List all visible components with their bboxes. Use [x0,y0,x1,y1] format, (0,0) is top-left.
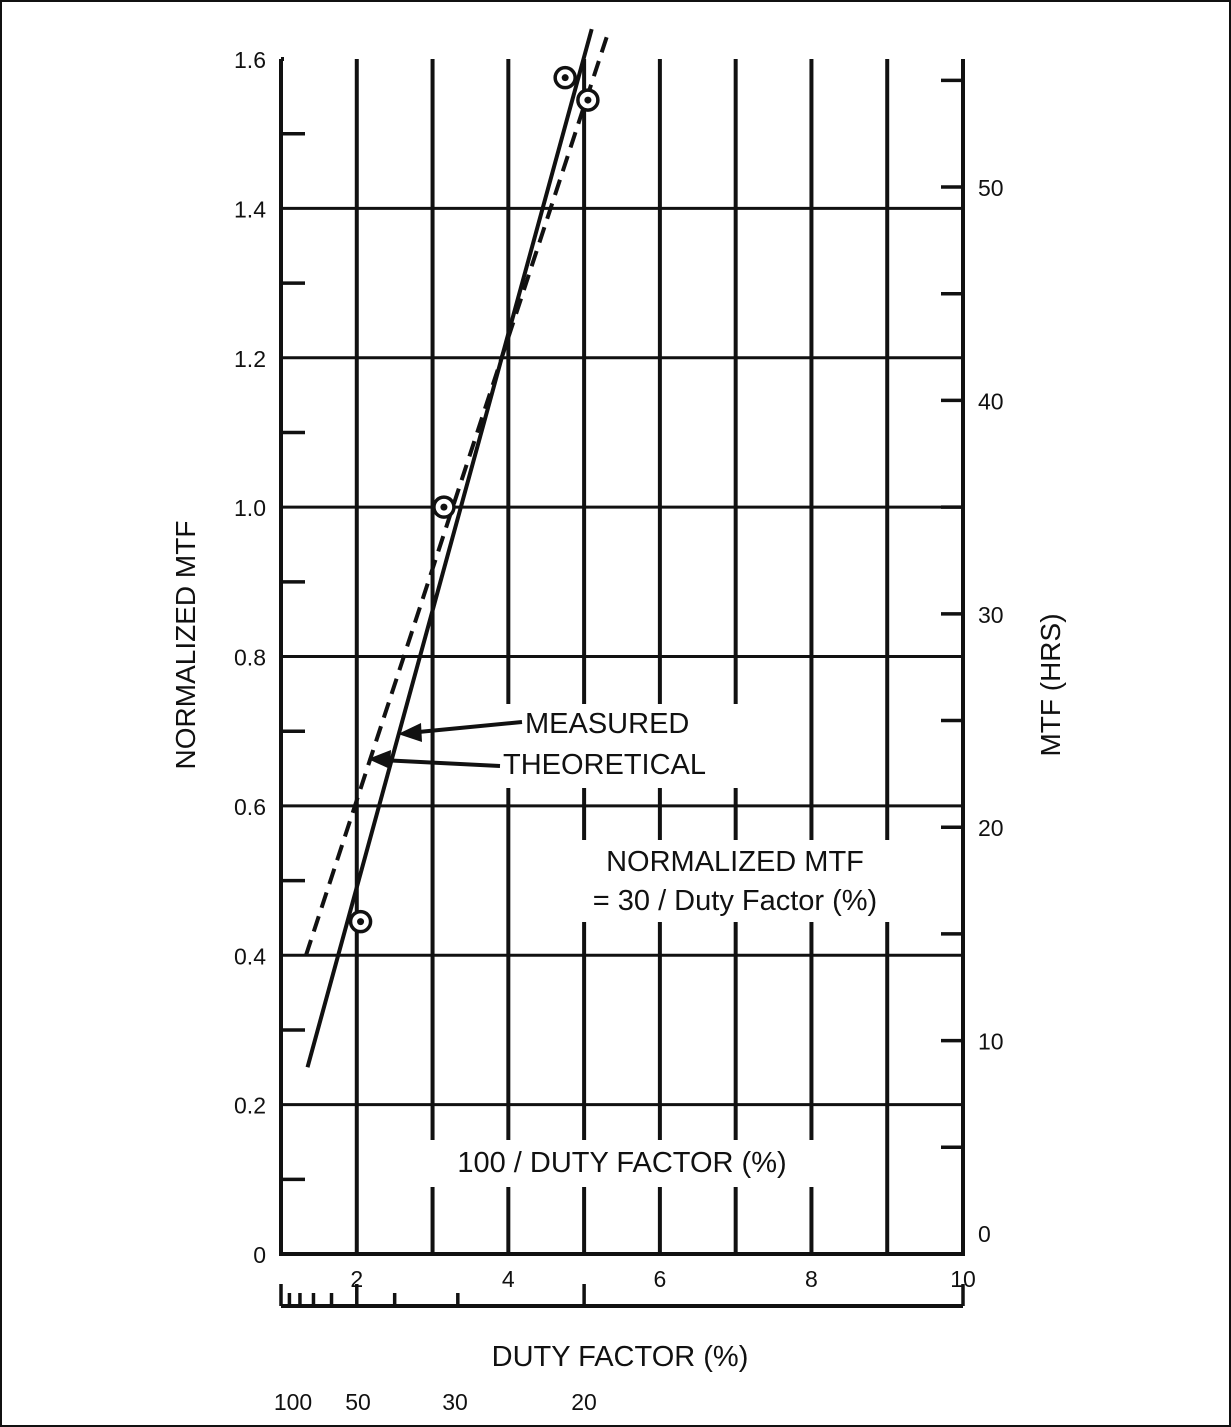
y-right-tick-label: 20 [978,815,1004,841]
y-left-tick-label: 0 [253,1242,266,1268]
y-left-tick-label: 1.0 [234,495,266,521]
data-point-center [440,503,448,511]
x-tick-label: 10 [950,1266,976,1292]
y-right-tick-label: 30 [978,602,1004,628]
data-point-center [357,918,365,926]
y-right-tick-label: 10 [978,1029,1004,1055]
secondary-x-axis-title: DUTY FACTOR (%) [492,1341,749,1373]
y-left-tick-label: 1.4 [234,196,266,222]
data-point-center [584,96,592,104]
axes [279,57,965,1308]
y-left-tick-label: 0.8 [234,645,266,671]
series-line-theoretical [304,35,609,956]
x-tick-label: 6 [653,1266,666,1292]
y-right-tick-label: 0 [978,1221,991,1247]
legend-measured-leader [407,720,523,735]
data-point-center [561,74,569,82]
annotation-line-2: = 30 / Duty Factor (%) [593,885,877,917]
y-left-tick-label: 1.6 [234,47,266,73]
y-right-axis-title: MTF (HRS) [1035,613,1066,756]
y-right-tick-label: 50 [978,175,1004,201]
legend-measured: MEASURED [398,708,689,742]
annotation-line-1: NORMALIZED MTF [606,846,864,878]
x-axis-title: 100 / DUTY FACTOR (%) [457,1147,786,1179]
y-left-tick-label: 1.2 [234,346,266,372]
y-left-tick-label: 0.6 [234,794,266,820]
legend-theoretical-arrowhead [368,750,391,769]
tick-marks [279,78,965,1306]
x-tick-label: 8 [805,1266,818,1292]
legend-theoretical: THEORETICAL [368,749,706,781]
label-background [540,840,930,922]
legend-measured-arrowhead [398,723,422,742]
legend-theoretical-leader [379,758,501,768]
secondary-x-tick-label: 30 [442,1389,468,1415]
legend-theoretical-label: THEORETICAL [503,749,706,781]
y-left-tick-label: 0.2 [234,1093,266,1119]
x-tick-label: 2 [350,1266,363,1292]
x-tick-label: 4 [502,1266,515,1292]
secondary-x-tick-label: 100 [274,1389,312,1415]
grid-lines [281,59,963,1254]
y-right-tick-label: 40 [978,388,1004,414]
series-line-measured [305,28,594,1068]
series-lines [304,28,609,1068]
legend-measured-label: MEASURED [525,708,689,740]
y-left-tick-label: 0.4 [234,943,266,969]
secondary-x-tick-label: 50 [345,1389,371,1415]
data-points [348,65,600,934]
secondary-x-tick-label: 20 [571,1389,597,1415]
label-background [500,704,750,788]
label-background [425,1140,820,1187]
label-backgrounds [425,704,930,1187]
y-left-axis-title: NORMALIZED MTF [170,521,201,770]
